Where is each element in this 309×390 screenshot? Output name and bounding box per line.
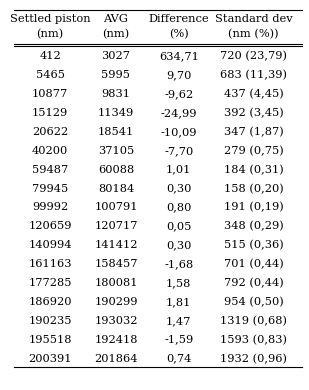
Text: 0,80: 0,80	[166, 202, 192, 213]
Text: Settled piston: Settled piston	[10, 14, 91, 23]
Text: -1,68: -1,68	[164, 259, 193, 269]
Text: 1319 (0,68): 1319 (0,68)	[220, 316, 287, 326]
Text: 1,47: 1,47	[166, 316, 192, 326]
Text: 40200: 40200	[32, 146, 68, 156]
Text: 140994: 140994	[28, 240, 72, 250]
Text: AVG: AVG	[104, 14, 129, 23]
Text: 5465: 5465	[36, 70, 65, 80]
Text: 348 (0,29): 348 (0,29)	[224, 221, 284, 232]
Text: 190235: 190235	[28, 316, 72, 326]
Text: 792 (0,44): 792 (0,44)	[224, 278, 284, 288]
Text: 195518: 195518	[28, 335, 72, 345]
Text: 11349: 11349	[98, 108, 134, 118]
Text: 192418: 192418	[94, 335, 138, 345]
Text: 99992: 99992	[32, 202, 68, 213]
Text: -1,59: -1,59	[164, 335, 193, 345]
Text: 279 (0,75): 279 (0,75)	[224, 145, 284, 156]
Text: 1932 (0,96): 1932 (0,96)	[220, 353, 287, 364]
Text: 412: 412	[39, 51, 61, 61]
Text: 37105: 37105	[98, 146, 134, 156]
Text: -9,62: -9,62	[164, 89, 193, 99]
Text: -24,99: -24,99	[161, 108, 197, 118]
Text: -10,09: -10,09	[161, 127, 197, 137]
Text: 10877: 10877	[32, 89, 68, 99]
Text: 9831: 9831	[101, 89, 130, 99]
Text: 3027: 3027	[101, 51, 130, 61]
Text: 184 (0,31): 184 (0,31)	[224, 165, 284, 175]
Text: 120659: 120659	[28, 222, 72, 231]
Text: 80184: 80184	[98, 184, 134, 193]
Text: 9,70: 9,70	[166, 70, 192, 80]
Text: 186920: 186920	[28, 297, 72, 307]
Text: 954 (0,50): 954 (0,50)	[224, 297, 284, 307]
Text: (nm (%)): (nm (%))	[228, 28, 279, 39]
Text: 515 (0,36): 515 (0,36)	[224, 240, 284, 250]
Text: 59487: 59487	[32, 165, 68, 175]
Text: 1,81: 1,81	[166, 297, 192, 307]
Text: 190299: 190299	[94, 297, 138, 307]
Text: (%): (%)	[169, 28, 189, 39]
Text: 158 (0,20): 158 (0,20)	[224, 183, 284, 194]
Text: 701 (0,44): 701 (0,44)	[224, 259, 284, 269]
Text: 158457: 158457	[94, 259, 138, 269]
Text: -7,70: -7,70	[164, 146, 193, 156]
Text: 100791: 100791	[94, 202, 138, 213]
Text: 79945: 79945	[32, 184, 68, 193]
Text: 347 (1,87): 347 (1,87)	[224, 127, 284, 137]
Text: 437 (4,45): 437 (4,45)	[224, 89, 284, 99]
Text: 0,30: 0,30	[166, 184, 192, 193]
Text: Standard dev: Standard dev	[215, 14, 293, 23]
Text: 0,05: 0,05	[166, 222, 192, 231]
Text: 0,74: 0,74	[166, 354, 192, 363]
Text: 720 (23,79): 720 (23,79)	[220, 51, 287, 62]
Text: 1593 (0,83): 1593 (0,83)	[220, 335, 287, 345]
Text: 5995: 5995	[101, 70, 130, 80]
Text: 120717: 120717	[94, 222, 138, 231]
Text: 60088: 60088	[98, 165, 134, 175]
Text: 18541: 18541	[98, 127, 134, 137]
Text: 141412: 141412	[94, 240, 138, 250]
Text: 634,71: 634,71	[159, 51, 199, 61]
Text: 180081: 180081	[94, 278, 138, 288]
Text: 200391: 200391	[28, 354, 72, 363]
Text: 1,58: 1,58	[166, 278, 192, 288]
Text: 0,30: 0,30	[166, 240, 192, 250]
Text: (nm): (nm)	[102, 28, 129, 39]
Text: 20622: 20622	[32, 127, 68, 137]
Text: Difference: Difference	[149, 14, 209, 23]
Text: 201864: 201864	[94, 354, 138, 363]
Text: 15129: 15129	[32, 108, 68, 118]
Text: 392 (3,45): 392 (3,45)	[224, 108, 284, 118]
Text: 191 (0,19): 191 (0,19)	[224, 202, 284, 213]
Text: 177285: 177285	[28, 278, 72, 288]
Text: 683 (11,39): 683 (11,39)	[220, 70, 287, 80]
Text: 161163: 161163	[28, 259, 72, 269]
Text: 1,01: 1,01	[166, 165, 192, 175]
Text: (nm): (nm)	[36, 28, 64, 39]
Text: 193032: 193032	[94, 316, 138, 326]
